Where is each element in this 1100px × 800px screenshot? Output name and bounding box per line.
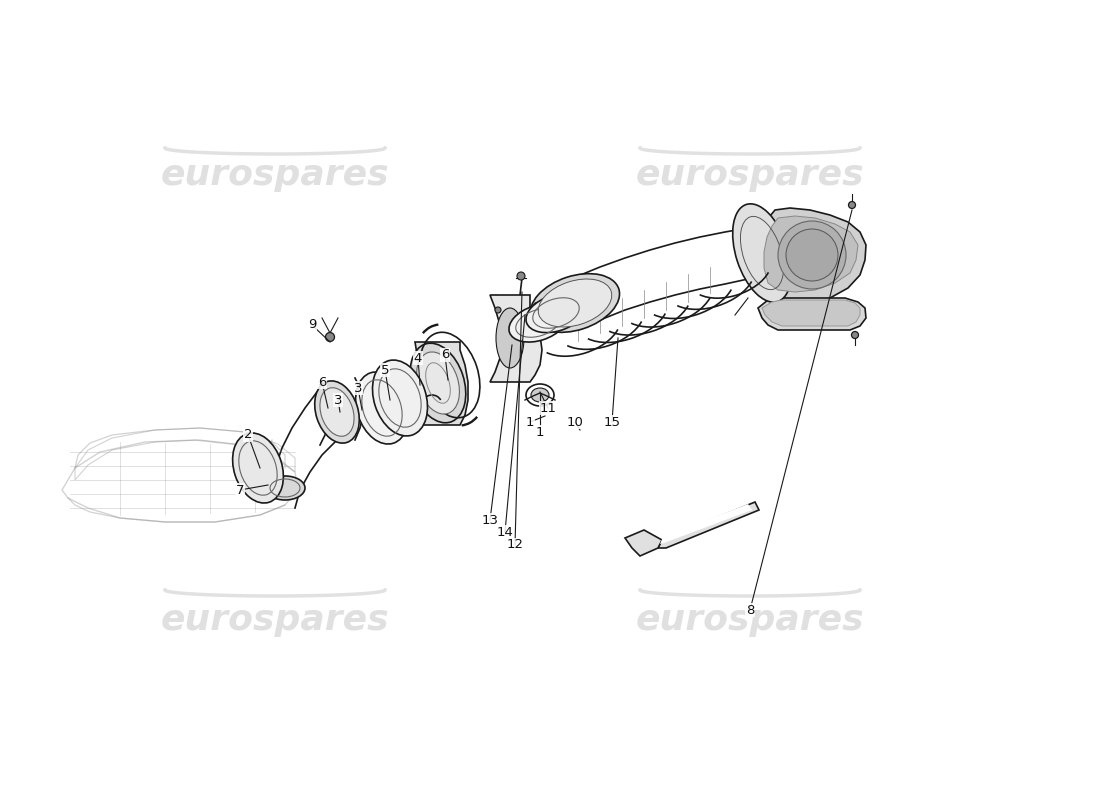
Ellipse shape [538,279,612,327]
Ellipse shape [417,352,460,414]
Text: 3: 3 [354,382,362,394]
Text: 2: 2 [244,429,252,442]
Ellipse shape [534,302,540,310]
Text: 15: 15 [604,415,620,429]
Ellipse shape [733,204,791,302]
Ellipse shape [530,274,619,332]
Polygon shape [758,208,866,306]
Ellipse shape [531,388,549,402]
Ellipse shape [232,433,284,503]
Text: 1: 1 [526,415,535,429]
Ellipse shape [851,331,858,338]
Text: eurospares: eurospares [161,158,389,192]
Text: 11: 11 [539,402,557,414]
Ellipse shape [373,360,428,436]
Text: 3: 3 [333,394,342,406]
Text: 9: 9 [308,318,316,331]
Ellipse shape [786,229,838,281]
Ellipse shape [495,307,500,313]
Ellipse shape [517,272,525,280]
Ellipse shape [265,476,305,500]
Text: eurospares: eurospares [636,158,865,192]
Text: 7: 7 [235,483,244,497]
Ellipse shape [526,294,586,333]
Polygon shape [762,300,860,326]
Ellipse shape [320,388,354,436]
Polygon shape [658,502,759,548]
Text: 5: 5 [381,363,389,377]
Text: 13: 13 [482,514,498,526]
Ellipse shape [315,381,360,443]
Ellipse shape [778,221,846,289]
Polygon shape [764,216,858,292]
Text: 14: 14 [496,526,514,538]
Polygon shape [660,504,752,544]
Ellipse shape [509,304,566,342]
Polygon shape [758,298,866,330]
Text: eurospares: eurospares [636,603,865,637]
Polygon shape [490,295,542,382]
Ellipse shape [326,333,334,342]
Polygon shape [415,342,468,425]
Ellipse shape [848,202,856,209]
Text: 6: 6 [318,375,327,389]
Text: 12: 12 [506,538,524,551]
Text: 8: 8 [746,603,755,617]
Ellipse shape [355,372,408,444]
Ellipse shape [496,308,524,368]
Ellipse shape [410,343,465,423]
Text: eurospares: eurospares [161,603,389,637]
Polygon shape [625,530,662,556]
Text: 1: 1 [536,426,544,438]
Text: 6: 6 [441,349,449,362]
Text: 4: 4 [414,351,422,365]
Text: 10: 10 [566,415,583,429]
